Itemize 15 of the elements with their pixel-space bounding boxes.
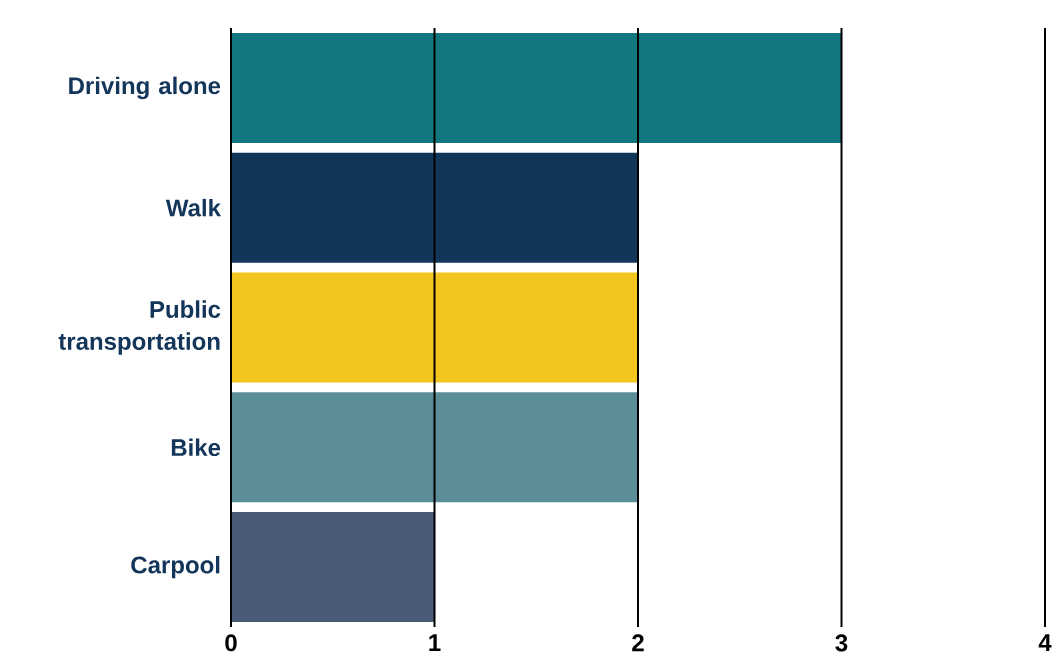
y-tick-label: Public transportation — [58, 300, 221, 355]
x-tick-label: 2 — [632, 634, 644, 652]
x-tick-label: 3 — [835, 634, 848, 652]
x-tick-label: 4 — [1038, 634, 1052, 651]
bar — [231, 272, 638, 383]
x-tick-label: 0 — [225, 634, 237, 652]
bar — [231, 512, 435, 623]
bar — [231, 152, 638, 263]
bar — [231, 392, 638, 503]
y-tick-label: Walk — [165, 198, 221, 217]
bar — [231, 32, 842, 143]
y-tick-label: Carpool — [131, 555, 220, 579]
y-tick-label: Bike — [171, 438, 221, 457]
x-tick-label: 1 — [429, 634, 441, 651]
y-tick-label: Driving alone — [69, 76, 221, 100]
